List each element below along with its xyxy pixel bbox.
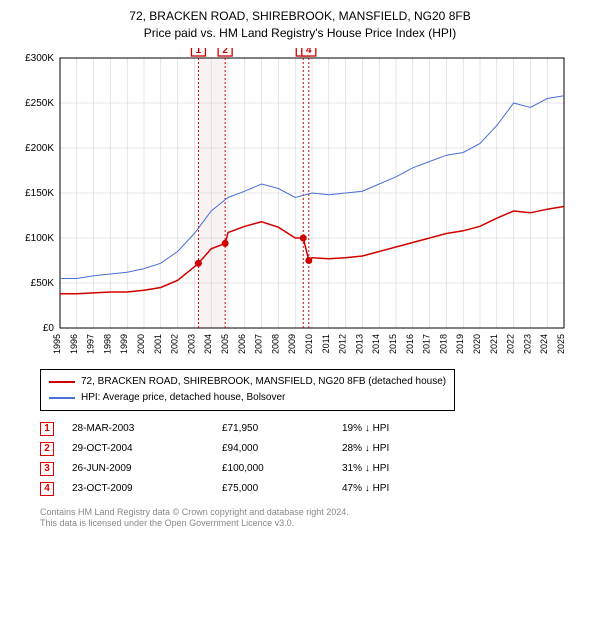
svg-text:1999: 1999 [119, 334, 129, 354]
legend-label: 72, BRACKEN ROAD, SHIREBROOK, MANSFIELD,… [81, 374, 446, 390]
svg-text:£250K: £250K [25, 98, 54, 109]
svg-text:2020: 2020 [472, 334, 482, 354]
legend-swatch [49, 397, 75, 399]
tx-marker: 2 [40, 442, 54, 456]
tx-marker: 4 [40, 482, 54, 496]
svg-text:£150K: £150K [25, 188, 54, 199]
footer-line2: This data is licensed under the Open Gov… [40, 518, 588, 530]
svg-text:1997: 1997 [86, 334, 96, 354]
svg-text:2000: 2000 [136, 334, 146, 354]
svg-text:2016: 2016 [405, 334, 415, 354]
svg-text:2003: 2003 [186, 334, 196, 354]
tx-date: 23-OCT-2009 [72, 483, 222, 494]
tx-price: £94,000 [222, 443, 342, 454]
transaction-row: 1 28-MAR-2003£71,95019% ↓ HPI [40, 419, 588, 439]
title-block: 72, BRACKEN ROAD, SHIREBROOK, MANSFIELD,… [12, 8, 588, 42]
svg-text:1: 1 [196, 48, 202, 56]
transaction-row: 2 29-OCT-2004£94,00028% ↓ HPI [40, 439, 588, 459]
tx-diff: 47% ↓ HPI [342, 483, 442, 494]
footer-line1: Contains HM Land Registry data © Crown c… [40, 507, 588, 519]
tx-marker: 1 [40, 422, 54, 436]
tx-price: £75,000 [222, 483, 342, 494]
svg-text:2009: 2009 [287, 334, 297, 354]
tx-price: £71,950 [222, 423, 342, 434]
svg-text:1995: 1995 [52, 334, 62, 354]
legend-row: 72, BRACKEN ROAD, SHIREBROOK, MANSFIELD,… [49, 374, 446, 390]
svg-text:1998: 1998 [102, 334, 112, 354]
svg-text:2015: 2015 [388, 334, 398, 354]
legend: 72, BRACKEN ROAD, SHIREBROOK, MANSFIELD,… [40, 369, 455, 411]
svg-text:2013: 2013 [354, 334, 364, 354]
svg-text:2004: 2004 [203, 334, 213, 354]
svg-text:£50K: £50K [31, 278, 55, 289]
tx-date: 26-JUN-2009 [72, 463, 222, 474]
svg-text:2018: 2018 [438, 334, 448, 354]
svg-text:2007: 2007 [254, 334, 264, 354]
svg-text:2008: 2008 [270, 334, 280, 354]
tx-date: 29-OCT-2004 [72, 443, 222, 454]
tx-diff: 19% ↓ HPI [342, 423, 442, 434]
svg-text:£100K: £100K [25, 233, 54, 244]
svg-text:2022: 2022 [506, 334, 516, 354]
svg-text:2001: 2001 [153, 334, 163, 354]
svg-text:2024: 2024 [539, 334, 549, 354]
svg-text:2011: 2011 [321, 334, 331, 353]
legend-row: HPI: Average price, detached house, Bols… [49, 390, 446, 406]
transactions-table: 1 28-MAR-2003£71,95019% ↓ HPI 2 29-OCT-2004… [40, 419, 588, 499]
tx-diff: 28% ↓ HPI [342, 443, 442, 454]
svg-text:2010: 2010 [304, 334, 314, 354]
tx-diff: 31% ↓ HPI [342, 463, 442, 474]
svg-text:2014: 2014 [371, 334, 381, 354]
svg-text:2017: 2017 [422, 334, 432, 354]
title-line2: Price paid vs. HM Land Registry's House … [12, 25, 588, 42]
tx-marker: 3 [40, 462, 54, 476]
chart-svg: £0 £50K £100K £150K £200K £250K £300K 1995 1996 1… [12, 48, 572, 358]
footer: Contains HM Land Registry data © Crown c… [40, 507, 588, 530]
svg-text:2: 2 [222, 48, 228, 56]
page: 72, BRACKEN ROAD, SHIREBROOK, MANSFIELD,… [0, 0, 600, 620]
tx-date: 28-MAR-2003 [72, 423, 222, 434]
transaction-row: 3 26-JUN-2009£100,00031% ↓ HPI [40, 459, 588, 479]
transaction-row: 4 23-OCT-2009£75,00047% ↓ HPI [40, 479, 588, 499]
svg-text:2021: 2021 [489, 334, 499, 354]
svg-text:2002: 2002 [170, 334, 180, 354]
svg-text:2006: 2006 [237, 334, 247, 354]
svg-text:1996: 1996 [69, 334, 79, 354]
chart: £0 £50K £100K £150K £200K £250K £300K 1995 1996 1… [12, 48, 588, 361]
svg-text:2025: 2025 [556, 334, 566, 354]
svg-text:2023: 2023 [522, 334, 532, 354]
legend-label: HPI: Average price, detached house, Bols… [81, 390, 285, 406]
svg-text:2005: 2005 [220, 334, 230, 354]
tx-price: £100,000 [222, 463, 342, 474]
svg-text:2019: 2019 [455, 334, 465, 354]
svg-text:£300K: £300K [25, 53, 54, 64]
svg-text:2012: 2012 [338, 334, 348, 354]
title-line1: 72, BRACKEN ROAD, SHIREBROOK, MANSFIELD,… [12, 8, 588, 25]
svg-text:4: 4 [306, 48, 312, 56]
svg-text:£0: £0 [43, 323, 55, 334]
legend-swatch [49, 381, 75, 383]
svg-text:£200K: £200K [25, 143, 54, 154]
